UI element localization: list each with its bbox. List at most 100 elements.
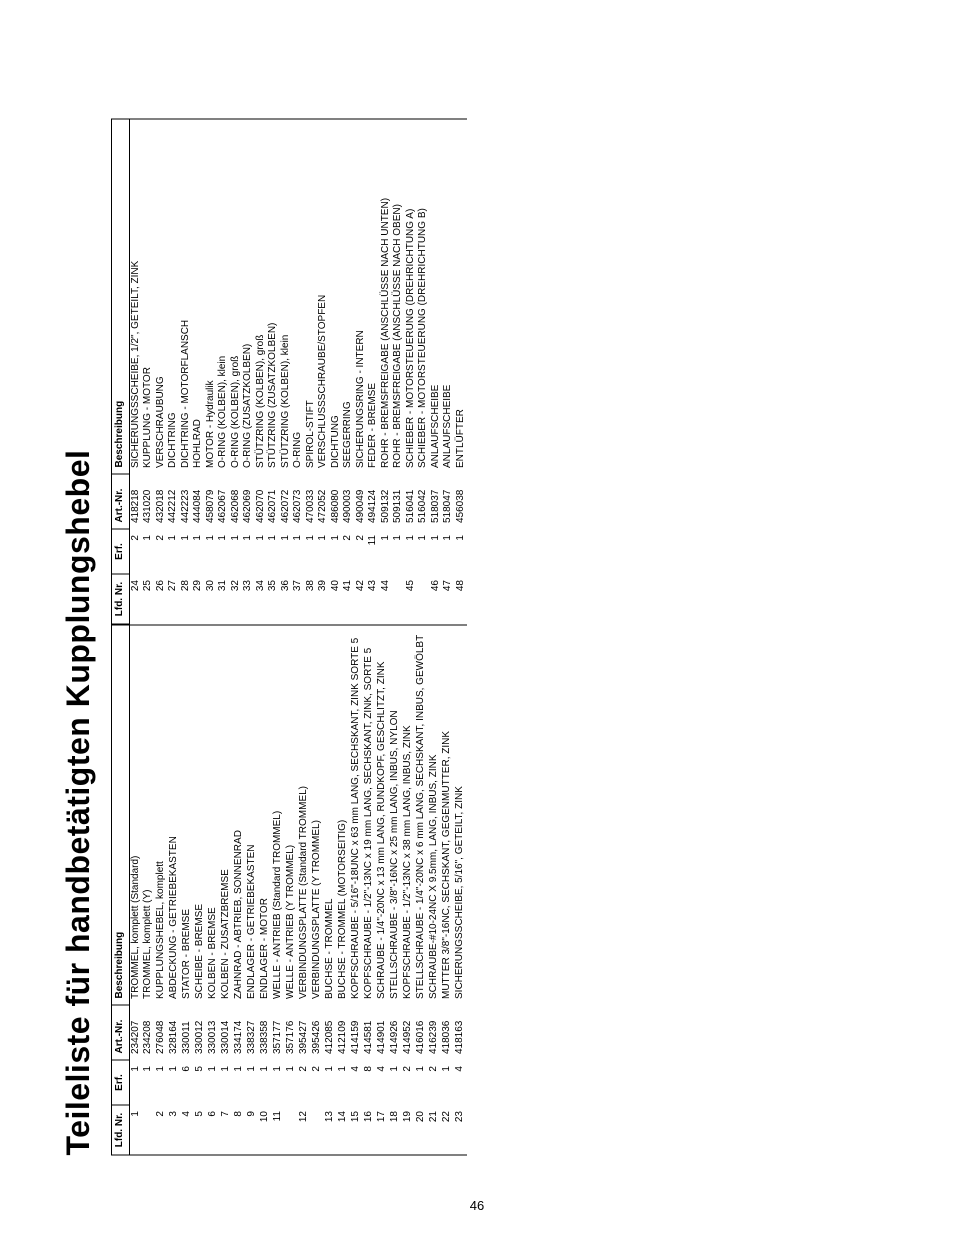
cell-desc: KUPPLUNG - MOTOR [142,119,155,474]
cell-desc: KOPFSCHRAUBE - 1/2"-13NC x 19 mm LANG, S… [363,625,376,1005]
table-row: 381470033SPIROL-STIFT [305,119,318,624]
cell-lfd: 25 [142,574,155,624]
cell-desc: ENDLAGER - MOTOR [259,625,272,1005]
cell-erf: 1 [285,1060,298,1105]
cell-erf: 1 [337,1060,350,1105]
table-row: 461518037ANLAUFSCHEIBE [430,119,443,624]
cell-desc: SCHIEBER - MOTORSTEUERUNG (DREHRICHTUNG … [417,119,430,474]
col-desc-header: Beschreibung [112,625,130,1005]
cell-art: 334174 [233,1005,246,1060]
cell-art: 462070 [255,474,268,529]
cell-art: 416239 [428,1005,441,1060]
cell-desc: O-RING (KOLBEN), klein [217,119,230,474]
cell-erf: 11 [367,529,380,574]
cell-lfd: 45 [405,574,418,624]
cell-art: 494124 [367,474,380,529]
table-row: 301458079MOTOR - Hydraulik [205,119,218,624]
cell-erf: 2 [428,1060,441,1105]
cell-lfd: 42 [355,574,368,624]
table-row: 242418218SICHERUNGSSCHEIBE, 1/2", GETEIL… [129,119,142,624]
cell-lfd: 9 [246,1105,259,1155]
cell-erf: 1 [442,529,455,574]
cell-erf: 4 [454,1060,467,1105]
tables-container: Lfd. Nr. Erf. Art.-Nr. Beschreibung 1123… [111,80,467,1155]
cell-erf: 1 [246,1060,259,1105]
table-row: 471518047ANLAUFSCHEIBE [442,119,455,624]
cell-erf: 1 [205,529,218,574]
cell-art: 414901 [376,1005,389,1060]
cell-art: 516041 [405,474,418,529]
table-row: 271442212DICHTRING [167,119,180,624]
cell-erf: 1 [272,1060,285,1105]
cell-desc: STÜTZRING (KOLBEN), klein [280,119,293,474]
cell-desc: VERBINDUNGSPLATTE (Y TROMMEL) [311,625,324,1005]
cell-desc: O-RING [292,119,305,474]
cell-desc: VERBINDUNGSPLATTE (Standard TROMMEL) [298,625,311,1005]
cell-erf: 1 [142,529,155,574]
cell-erf: 1 [280,529,293,574]
cell-erf: 2 [129,529,142,574]
cell-lfd: 14 [337,1105,350,1155]
cell-lfd: 33 [242,574,255,624]
table-row: 1357176WELLE - ANTRIEB (Y TROMMEL) [285,625,298,1155]
cell-erf: 4 [350,1060,363,1105]
cell-lfd: 19 [402,1105,415,1155]
cell-desc: FEDER - BREMSE [367,119,380,474]
cell-erf: 1 [217,529,230,574]
table-row: 281442223DICHTRING - MOTORFLANSCH [180,119,193,624]
cell-lfd: 2 [155,1105,168,1155]
cell-erf: 1 [380,529,393,574]
cell-desc: SCHRAUBE-#10-24NC X 9.5mm, LANG, INBUS, … [428,625,441,1005]
cell-art: 418036 [441,1005,454,1060]
cell-desc: STELLSCHRAUBE - 1/4"-20NC x 6 mm LANG, S… [415,625,428,1005]
cell-art: 516042 [417,474,430,529]
table-row: 321462068O-RING (KOLBEN), groß [230,119,243,624]
cell-desc: SICHERUNGSSCHEIBE, 5/16", GETEILT, ZINK [454,625,467,1005]
col-erf-header: Erf. [112,1060,130,1105]
cell-desc: SICHERUNGSSCHEIBE, 1/2", GETEILT, ZINK [129,119,142,474]
cell-art: 330012 [194,1005,207,1060]
cell-lfd: 15 [350,1105,363,1155]
col-desc-header: Beschreibung [112,119,130,474]
cell-lfd: 7 [220,1105,233,1155]
cell-lfd [285,1105,298,1155]
col-erf-header: Erf. [112,529,130,574]
table-row: 451516041SCHIEBER - MOTORSTEUERUNG (DREH… [405,119,418,624]
table-row: 168414581KOPFSCHRAUBE - 1/2"-13NC x 19 m… [363,625,376,1155]
cell-erf: 1 [455,529,468,574]
cell-erf: 1 [430,529,443,574]
cell-lfd: 38 [305,574,318,624]
cell-desc: ZAHNRAD - ABTRIEB, SONNENRAD [233,625,246,1005]
cell-lfd: 26 [155,574,168,624]
cell-art: 276048 [155,1005,168,1060]
parts-table-left: Lfd. Nr. Erf. Art.-Nr. Beschreibung 1123… [111,624,467,1155]
cell-lfd: 37 [292,574,305,624]
cell-lfd: 35 [267,574,280,624]
cell-desc: VERSCHLUSSSCHRAUBE/STOPFEN [317,119,330,474]
cell-desc: STATOR - BREMSE [181,625,194,1005]
table-row: 181414926STELLSCHRAUBE - 3/8"-16NC x 25 … [389,625,402,1155]
cell-art: 357177 [272,1005,285,1060]
cell-desc: SEEGERRING [342,119,355,474]
cell-desc: STÜTZRING (ZUSATZKOLBEN) [267,119,280,474]
table-row: 55330012SCHEIBE - BREMSE [194,625,207,1155]
cell-erf: 2 [342,529,355,574]
col-art-header: Art.-Nr. [112,1005,130,1060]
cell-art: 442223 [180,474,193,529]
cell-desc: BUCHSE - TROMMEL [324,625,337,1005]
cell-desc: WELLE - ANTRIEB (Y TROMMEL) [285,625,298,1005]
cell-lfd: 34 [255,574,268,624]
cell-desc: STELLSCHRAUBE - 3/8"-16NC x 25 mm LANG, … [389,625,402,1005]
cell-lfd: 16 [363,1105,376,1155]
cell-art: 486080 [330,474,343,529]
cell-art: 414926 [389,1005,402,1060]
cell-art: 330013 [207,1005,220,1060]
table-row: 91338327ENDLAGER - GETRIEBEKASTEN [246,625,259,1155]
cell-lfd: 21 [428,1105,441,1155]
table-row: 311462067O-RING (KOLBEN), klein [217,119,230,624]
cell-desc: ABDECKUNG - GETRIEBEKASTEN [168,625,181,1005]
cell-desc: ENDLAGER - GETRIEBEKASTEN [246,625,259,1005]
cell-desc: KOLBEN - ZUSATZBREMSE [220,625,233,1005]
cell-art: 418218 [129,474,142,529]
table-row: 401486080DICHTUNG [330,119,343,624]
